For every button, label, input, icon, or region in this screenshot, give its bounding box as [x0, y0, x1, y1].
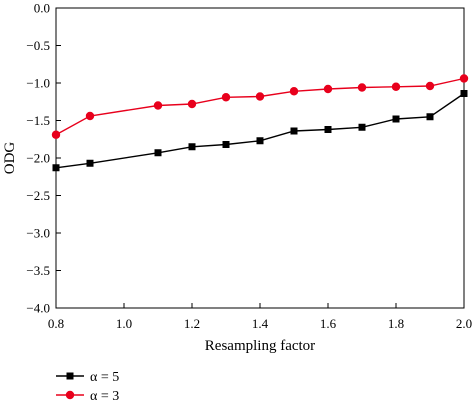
x-axis-ticks: 0.8 1.0 1.2 1.4 1.6 1.8 2.0 — [48, 303, 472, 331]
y-tick-label: −1.0 — [26, 76, 50, 91]
data-point-circle — [357, 83, 367, 92]
series-line-1 — [55, 77, 465, 136]
x-tick-label: 1.0 — [116, 316, 132, 331]
x-tick-label: 1.4 — [252, 316, 269, 331]
y-tick-label: −2.5 — [26, 188, 50, 203]
data-point-square — [460, 90, 468, 97]
legend-label: α = 3 — [90, 389, 119, 401]
y-tick-label: 0.0 — [34, 1, 50, 16]
y-tick-label: −1.5 — [26, 113, 50, 128]
legend-marker-square — [66, 372, 74, 380]
data-point-circle — [289, 87, 299, 96]
legend-label: α = 5 — [90, 370, 119, 385]
data-point-square — [256, 137, 264, 145]
x-tick-label: 2.0 — [456, 316, 472, 331]
data-point-square — [324, 126, 332, 133]
data-point-circle — [153, 101, 163, 110]
data-point-circle — [425, 81, 435, 91]
data-point-circle — [459, 74, 469, 83]
series-line-0 — [55, 92, 465, 169]
data-point-square — [290, 127, 298, 135]
y-tick-label: −4.0 — [26, 301, 50, 316]
y-tick-label: −0.5 — [26, 38, 50, 53]
y-axis-label: ODG — [2, 142, 18, 175]
x-tick-label: 1.2 — [184, 316, 200, 331]
y-tick-label: −3.0 — [26, 226, 50, 241]
x-tick-label: 1.8 — [388, 316, 404, 331]
series-layer — [51, 74, 469, 172]
legend: α = 5 α = 3 — [56, 370, 119, 401]
data-point-square — [52, 164, 60, 172]
data-point-square — [392, 115, 400, 123]
data-point-circle — [391, 82, 401, 91]
x-axis-label: Resampling factor — [205, 338, 315, 354]
data-point-circle — [51, 130, 61, 139]
y-tick-label: −2.0 — [26, 151, 50, 166]
legend-marker-circle — [65, 390, 75, 400]
x-tick-label: 0.8 — [48, 316, 64, 331]
y-axis-ticks: 0.0 −0.5 −1.0 −1.5 −2.0 −2.5 −3.0 −3.5 −4.0 — [26, 1, 61, 316]
data-point-square — [426, 113, 434, 121]
data-point-square — [222, 141, 230, 148]
data-point-circle — [221, 93, 231, 102]
data-point-circle — [187, 99, 197, 109]
plot-area-frame — [55, 7, 465, 309]
data-point-square — [188, 143, 196, 151]
data-point-circle — [255, 92, 265, 101]
y-tick-label: −3.5 — [26, 263, 50, 278]
data-point-square — [154, 149, 162, 157]
x-tick-label: 1.6 — [320, 316, 337, 331]
data-point-square — [358, 123, 366, 131]
data-point-circle — [323, 84, 333, 94]
data-point-circle — [85, 111, 95, 121]
data-point-square — [86, 159, 94, 167]
